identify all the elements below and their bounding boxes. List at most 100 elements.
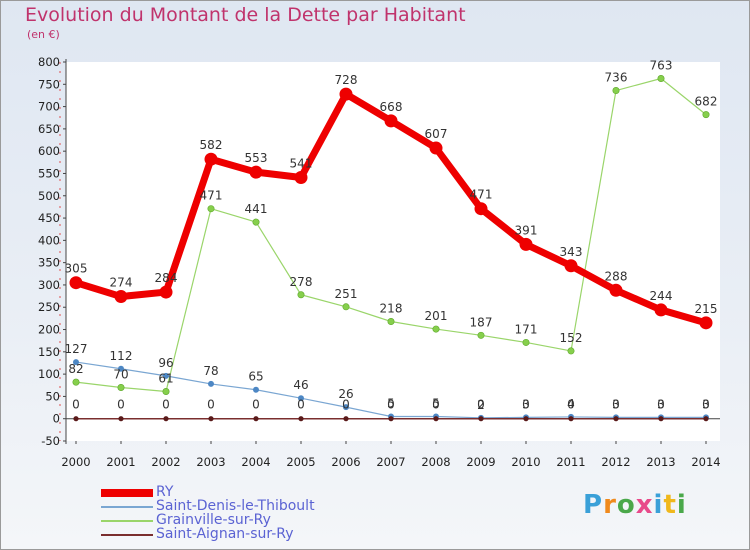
chart-unit-label: (en €): [27, 28, 60, 41]
y-tick-label: 150: [38, 345, 60, 359]
data-point: [564, 259, 578, 273]
proxiti-logo: Proxiti: [583, 490, 687, 520]
y-tick-label: 100: [38, 367, 60, 381]
data-label: 274: [110, 276, 133, 290]
data-point: [159, 285, 173, 299]
data-point: [703, 416, 709, 422]
logo-letter: i: [676, 490, 687, 520]
data-point: [73, 359, 79, 366]
logo-letter: o: [616, 490, 636, 520]
data-label: 4: [567, 397, 575, 411]
y-tick-label: 600: [38, 144, 60, 158]
data-point: [204, 152, 218, 166]
y-tick-label: 300: [38, 278, 60, 292]
data-label: 5: [432, 396, 440, 410]
y-tick-label: 500: [38, 189, 60, 203]
data-point: [384, 114, 398, 128]
data-point: [162, 388, 170, 396]
data-point: [519, 237, 533, 251]
data-point: [612, 87, 620, 95]
data-point: [118, 416, 124, 422]
data-label: 305: [65, 262, 88, 276]
data-label: 343: [560, 245, 583, 259]
data-point: [387, 318, 395, 326]
data-label: 471: [470, 188, 493, 202]
data-label: 0: [432, 398, 440, 412]
legend-label: Saint-Aignan-sur-Ry: [156, 526, 294, 542]
x-tick-label: 2012: [601, 455, 630, 469]
series-2: [72, 74, 710, 396]
x-tick-label: 2004: [241, 455, 270, 469]
data-label: 441: [245, 202, 268, 216]
y-tick-label: 700: [38, 100, 60, 114]
legend-label: RY: [156, 484, 174, 500]
data-label: 65: [248, 370, 263, 384]
legend-swatch: [101, 534, 153, 536]
data-point: [294, 170, 308, 184]
data-point: [567, 347, 575, 355]
series-0: [69, 87, 713, 330]
data-point: [298, 416, 304, 422]
data-point: [654, 303, 668, 317]
data-point: [73, 416, 79, 422]
data-label: 215: [695, 302, 718, 316]
data-point: [208, 380, 214, 387]
legend-label: Saint-Denis-le-Thiboult: [156, 498, 315, 514]
data-label: 607: [425, 127, 448, 141]
data-label: 96: [158, 356, 173, 370]
x-tick-label: 2011: [556, 455, 585, 469]
data-point: [699, 316, 713, 330]
y-tick-label: 800: [38, 55, 60, 69]
data-point: [657, 74, 665, 82]
logo-letter: t: [663, 490, 677, 520]
data-label: 541: [290, 156, 313, 170]
data-label: 0: [387, 398, 395, 412]
data-label: 471: [200, 189, 223, 203]
x-tick-label: 2005: [286, 455, 315, 469]
data-point: [163, 416, 169, 422]
data-label: 82: [68, 362, 83, 376]
data-label: 682: [695, 95, 718, 109]
legend-swatch: [101, 506, 153, 508]
data-label: 112: [110, 349, 133, 363]
data-label: 0: [477, 398, 485, 412]
y-tick-label: 450: [38, 211, 60, 225]
data-point: [343, 416, 349, 422]
data-point: [429, 141, 443, 155]
y-tick-label: 0: [53, 412, 60, 426]
data-label: 2: [477, 398, 485, 412]
data-label: 3: [612, 397, 620, 411]
data-point: [72, 378, 80, 386]
data-label: 553: [245, 151, 268, 165]
data-label: 61: [158, 372, 173, 386]
data-point: [478, 416, 484, 422]
data-label: 736: [605, 71, 628, 85]
x-tick-label: 2009: [466, 455, 495, 469]
data-label: 5: [387, 396, 395, 410]
data-label: 763: [650, 58, 673, 72]
data-label: 0: [72, 398, 80, 412]
data-label: 46: [293, 378, 308, 392]
data-label: 668: [380, 100, 403, 114]
data-point: [114, 290, 128, 304]
y-tick-label: 250: [38, 300, 60, 314]
data-label: 3: [657, 397, 665, 411]
data-label: 218: [380, 302, 403, 316]
data-label: 3: [522, 397, 530, 411]
data-point: [208, 416, 214, 422]
data-point: [298, 395, 304, 402]
x-tick-label: 2010: [511, 455, 540, 469]
data-point: [253, 416, 259, 422]
data-label: 0: [702, 398, 710, 412]
chart-title: Evolution du Montant de la Dette par Hab…: [25, 4, 466, 26]
logo-letter: P: [583, 490, 604, 520]
legend-swatch: [101, 520, 153, 522]
logo-letter: i: [653, 490, 664, 520]
x-tick-label: 2001: [106, 455, 135, 469]
data-label: 152: [560, 331, 583, 345]
data-point: [433, 416, 439, 422]
x-tick-label: 2007: [376, 455, 405, 469]
data-point: [163, 372, 169, 379]
data-label: 391: [515, 223, 538, 237]
